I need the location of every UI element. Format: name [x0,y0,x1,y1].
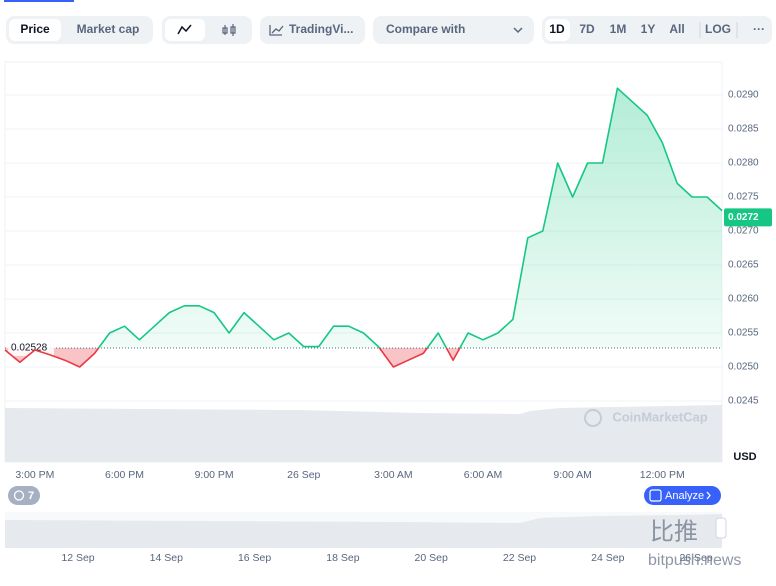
range-selected[interactable] [545,19,570,41]
x-tick-label: 9:00 PM [195,469,234,481]
compare-label[interactable]: Compare with [386,22,465,36]
y-tick-label: 0.0275 [728,192,759,203]
range-button[interactable]: 1D [549,22,565,36]
watermark-logo [584,409,602,427]
range-button[interactable]: 7D [579,22,595,36]
range-button[interactable]: 1M [610,22,627,36]
x-tick-label: 6:00 PM [105,469,144,481]
y-tick-label: 0.0270 [728,226,759,237]
analyze-button[interactable] [644,486,721,505]
y-tick-label: 0.0265 [728,260,759,271]
tradingview-button[interactable] [260,16,365,44]
price-area [5,88,722,367]
tab-selected[interactable] [9,19,61,41]
x-tick-label: 9:00 AM [553,469,592,481]
navigator-date: 26 Sep [679,552,712,564]
y-tick-label: 0.0290 [728,90,759,101]
candle-icon[interactable] [222,24,236,36]
watermark-cn: 比推 [650,518,698,545]
dropdown-caret [513,27,523,34]
price-line [4,87,723,368]
top-tab [4,0,74,2]
badge-icon [13,490,25,501]
navigator-date: 12 Sep [61,552,94,564]
navigator-handle[interactable] [715,517,727,539]
x-tick-label: 12:00 PM [640,469,685,481]
y-tick-label: 0.0280 [728,158,759,169]
tv-icon [269,25,284,36]
analyze-label[interactable]: Analyze [665,490,704,502]
y-tick-label: 0.0255 [728,328,759,339]
market-cap-tab[interactable]: Market cap [77,22,140,36]
price-tab[interactable]: Price [20,22,50,36]
badge-count[interactable]: 7 [28,490,34,502]
tradingview-label[interactable]: TradingVi... [289,22,353,36]
x-tick-label: 6:00 AM [464,469,503,481]
navigator-date: 20 Sep [415,552,448,564]
watermark: CoinMarketCap [612,409,707,424]
baseline-label: 0.02528 [11,343,48,354]
navigator-area [5,514,722,548]
range-button[interactable]: 1Y [641,22,656,36]
range-group [542,16,772,44]
line-icon [177,24,192,35]
navigator-date: 18 Sep [326,552,359,564]
analyze-icon [649,489,662,502]
analyze-arrow [706,491,711,500]
navigator-date: 24 Sep [591,552,624,564]
y-tick-label: 0.0250 [728,362,759,373]
y-tick-label: 0.0285 [728,124,759,135]
navigator-date: 16 Sep [238,552,271,564]
x-tick-label: 3:00 AM [374,469,413,481]
x-tick-label: 3:00 PM [15,469,54,481]
navigator-date: 14 Sep [150,552,183,564]
y-tick-label: 0.0260 [728,294,759,305]
log-button[interactable]: LOG [705,22,731,36]
volume-area [5,405,722,462]
last-price-tag [724,208,772,227]
y-tick-label: 0.0245 [728,396,759,407]
last-price-label: 0.0272 [728,212,759,223]
currency-label: USD [733,451,756,463]
watermark-site: bitpush.news [648,552,741,569]
more-button[interactable]: ··· [753,22,765,36]
navigator-date: 22 Sep [503,552,536,564]
x-tick-label: 26 Sep [287,469,320,481]
range-button[interactable]: All [669,22,684,36]
compare-dropdown[interactable] [373,16,534,44]
